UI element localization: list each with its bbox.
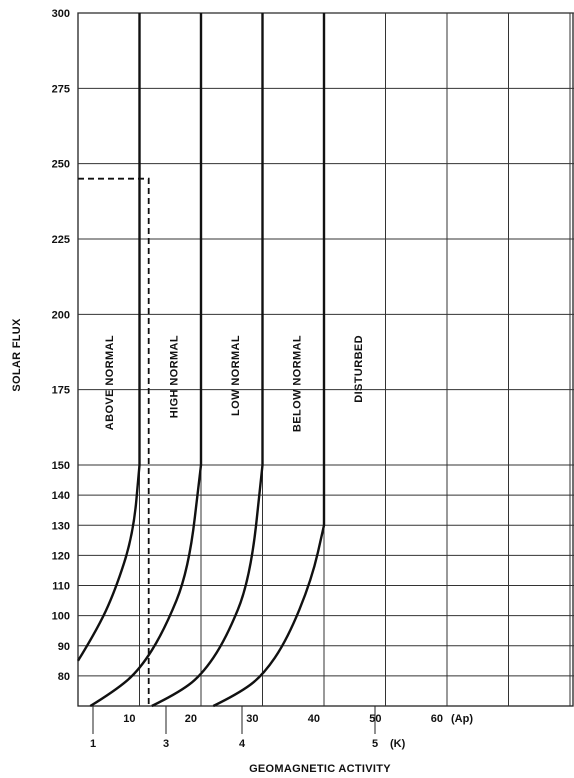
y-tick-label: 250 xyxy=(52,159,70,171)
y-tick-label: 150 xyxy=(52,460,70,472)
ap-unit-label: (Ap) xyxy=(451,713,473,725)
ap-tick-label: 20 xyxy=(185,713,197,725)
k-tick-label: 4 xyxy=(239,738,246,750)
y-tick-label: 175 xyxy=(52,385,70,397)
k-tick-label: 3 xyxy=(163,738,169,750)
y-tick-label: 80 xyxy=(58,671,70,683)
ap-tick-label: 60 xyxy=(431,713,443,725)
y-tick-label: 90 xyxy=(58,641,70,653)
y-tick-label: 110 xyxy=(52,581,70,593)
y-tick-label: 275 xyxy=(52,83,70,95)
y-tick-label: 200 xyxy=(52,309,70,321)
curves xyxy=(76,13,326,708)
region-label: ABOVE NORMAL xyxy=(104,335,116,430)
y-tick-label: 130 xyxy=(52,520,70,532)
labels: ABOVE NORMAL HIGH NORMAL LOW NORMAL BELOW N… xyxy=(104,335,365,432)
ap-tick-label: 30 xyxy=(246,713,258,725)
region-label: BELOW NORMAL xyxy=(291,335,303,432)
y-tick-label: 300 xyxy=(52,8,70,20)
y-tick-label: 120 xyxy=(52,550,70,562)
y-tick-label: 225 xyxy=(52,234,70,246)
region-label: HIGH NORMAL xyxy=(168,335,180,418)
curve-2 xyxy=(89,13,203,708)
region-label: LOW NORMAL xyxy=(230,335,242,416)
ap-tick-label: 10 xyxy=(123,713,135,725)
ap-tick-label: 40 xyxy=(308,713,320,725)
grid xyxy=(77,12,574,707)
example-marker xyxy=(78,177,150,706)
curve-3 xyxy=(151,13,264,708)
plot-frame xyxy=(77,12,574,707)
k-tick-label: 5 xyxy=(372,738,378,750)
k-tick-label: 1 xyxy=(90,738,96,750)
region-label: DISTURBED xyxy=(353,335,365,403)
curve-1 xyxy=(76,13,141,662)
y-tick-label: 140 xyxy=(52,490,70,502)
example-dashed-line xyxy=(78,177,150,706)
y-axis-title: SOLAR FLUX xyxy=(11,318,23,392)
x-axis-title: GEOMAGNETIC ACTIVITY xyxy=(249,763,391,775)
k-unit-label: (K) xyxy=(390,738,406,750)
curve-4 xyxy=(212,13,326,708)
y-tick-label: 100 xyxy=(52,611,70,623)
ticks: 1501752002252502753008090100110120130140… xyxy=(52,8,474,750)
